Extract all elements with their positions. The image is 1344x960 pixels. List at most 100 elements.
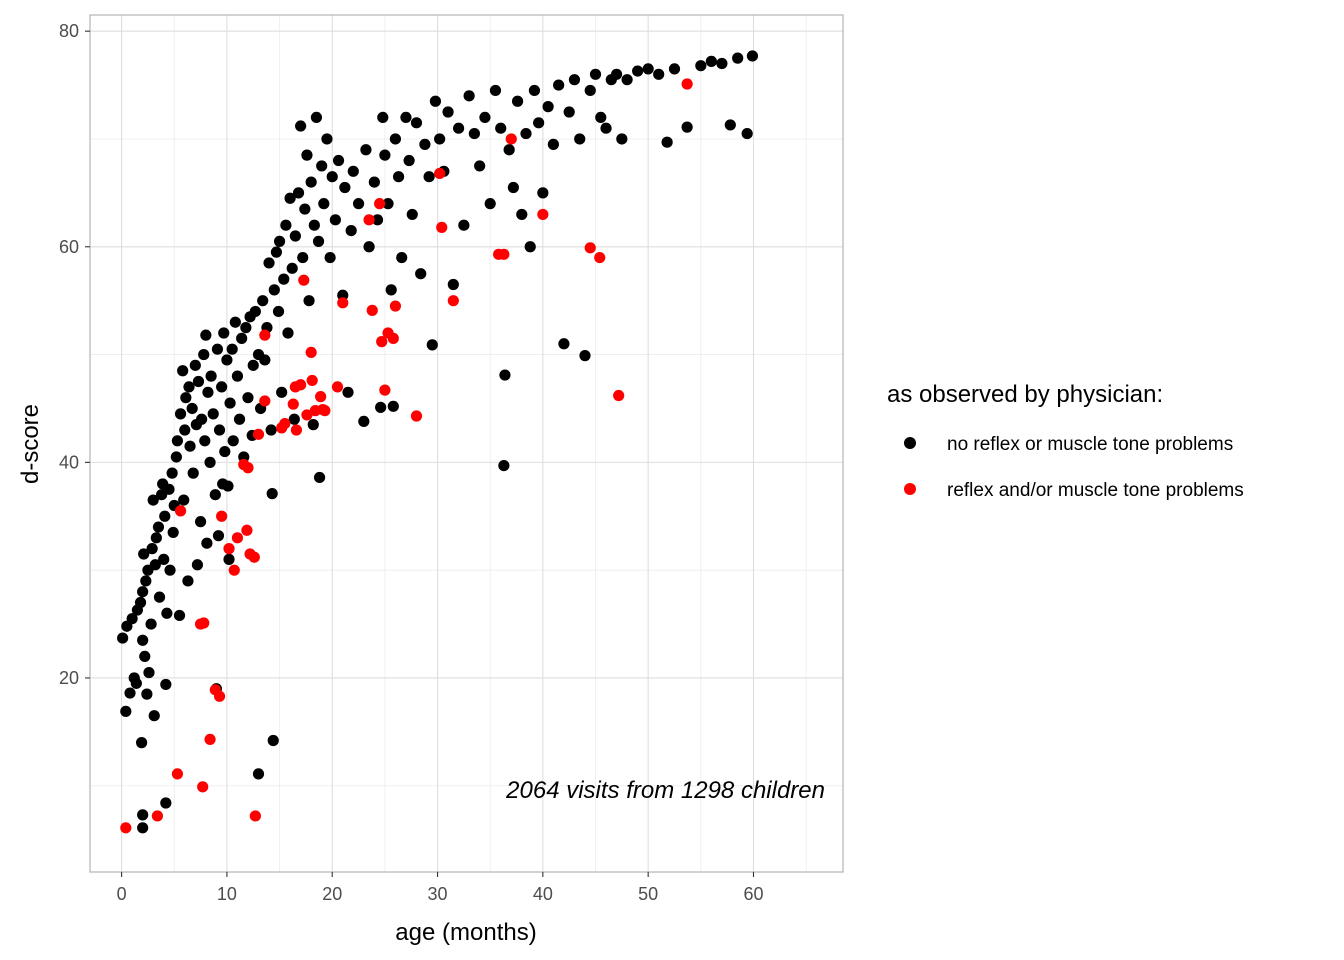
data-point <box>259 329 271 341</box>
data-point <box>216 381 228 393</box>
data-point <box>426 339 438 351</box>
data-point <box>259 354 271 366</box>
data-point <box>746 50 759 62</box>
data-point <box>319 405 331 417</box>
data-point <box>533 117 545 129</box>
data-point <box>166 467 178 479</box>
y-tick-label: 20 <box>59 668 79 688</box>
y-axis-title: d-score <box>17 404 44 484</box>
data-point <box>137 634 149 646</box>
data-point <box>436 221 448 233</box>
data-point <box>278 273 290 285</box>
data-point <box>153 591 166 603</box>
data-point <box>479 111 491 124</box>
data-point <box>280 219 292 231</box>
data-point <box>307 419 319 431</box>
data-point <box>616 133 628 145</box>
data-point <box>149 559 161 571</box>
data-point <box>342 386 354 398</box>
data-point <box>458 219 470 231</box>
data-point <box>410 410 423 422</box>
x-tick-label: 60 <box>743 884 763 904</box>
data-point <box>681 121 693 133</box>
data-point <box>159 510 171 522</box>
data-point <box>668 63 681 75</box>
data-point <box>363 214 375 226</box>
data-point <box>329 214 341 226</box>
data-point <box>236 332 248 344</box>
data-point <box>167 526 179 539</box>
data-point <box>233 413 246 425</box>
data-point <box>266 488 278 500</box>
data-point <box>202 386 214 398</box>
data-point <box>295 120 307 132</box>
data-point <box>305 176 317 188</box>
data-point <box>178 494 190 506</box>
data-point <box>161 607 173 619</box>
x-tick-label: 0 <box>117 884 127 904</box>
data-point <box>184 440 196 452</box>
data-point <box>374 198 386 210</box>
data-point <box>134 596 147 609</box>
data-point <box>138 548 150 560</box>
data-point <box>463 90 475 102</box>
data-point <box>137 809 149 821</box>
data-point <box>537 187 549 199</box>
legend: as observed by physician: no reflex or m… <box>887 381 1244 501</box>
data-point <box>150 532 162 544</box>
data-point <box>306 374 318 387</box>
data-point <box>287 398 299 410</box>
data-point <box>200 329 212 341</box>
data-point <box>589 68 602 80</box>
data-point <box>219 445 231 458</box>
data-point <box>403 154 415 167</box>
data-point <box>276 386 288 398</box>
data-point <box>252 768 265 780</box>
data-point <box>316 160 328 172</box>
data-point <box>308 219 320 231</box>
data-point <box>516 208 528 221</box>
data-point <box>312 235 325 247</box>
data-point <box>171 435 184 447</box>
data-point <box>124 687 136 699</box>
data-point <box>249 810 261 822</box>
plot-border <box>89 14 844 873</box>
data-point <box>259 395 271 407</box>
data-point <box>301 409 313 421</box>
data-point <box>204 456 216 468</box>
data-point <box>196 413 208 425</box>
data-point <box>705 55 717 67</box>
x-tick-label: 20 <box>322 884 342 904</box>
data-point <box>379 149 391 161</box>
data-point <box>547 138 559 150</box>
data-point <box>160 678 172 691</box>
data-point <box>303 295 315 307</box>
data-point <box>248 551 260 563</box>
data-point <box>221 354 233 366</box>
data-point <box>295 379 307 391</box>
data-point <box>563 106 575 118</box>
data-point <box>241 524 253 536</box>
data-point <box>171 768 184 780</box>
data-point <box>179 424 191 436</box>
data-point <box>147 494 159 506</box>
data-point <box>252 428 265 440</box>
x-tick-label: 30 <box>428 884 448 904</box>
x-axis-ticks: 0 10 20 30 40 50 60 <box>117 872 763 904</box>
data-point <box>621 74 633 86</box>
data-point <box>594 251 606 264</box>
data-point <box>741 127 753 140</box>
data-point <box>192 375 205 388</box>
data-point <box>558 338 570 350</box>
data-point <box>363 241 375 253</box>
data-point <box>505 133 517 145</box>
data-point <box>148 710 160 722</box>
data-point <box>218 327 230 339</box>
y-tick-label: 40 <box>59 452 79 472</box>
data-point <box>298 274 310 286</box>
data-point <box>528 84 541 97</box>
data-point <box>400 111 412 124</box>
data-point <box>345 224 357 237</box>
data-point <box>226 343 238 355</box>
data-point <box>376 336 388 348</box>
